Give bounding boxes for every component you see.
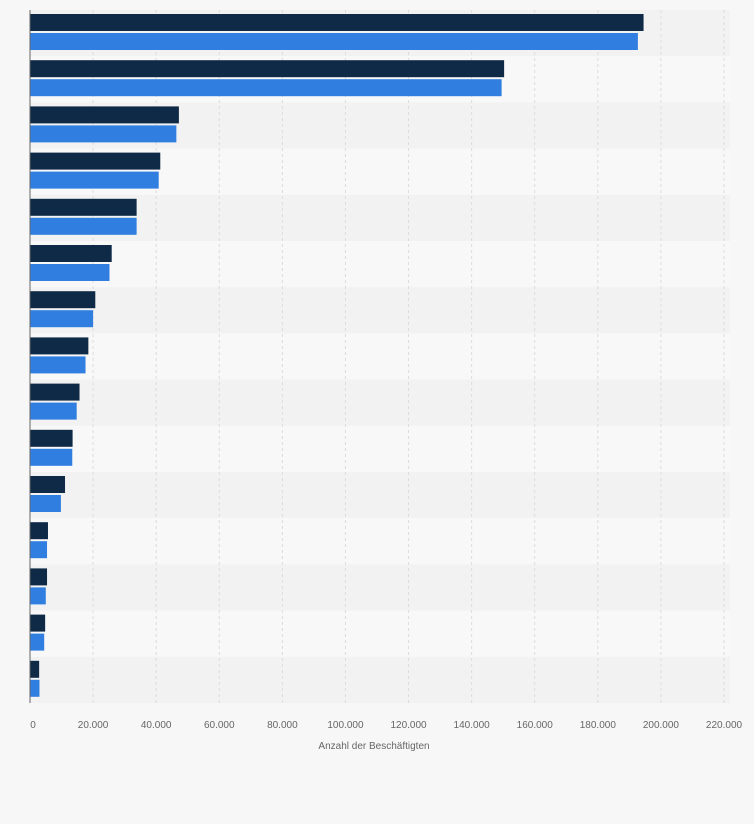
x-tick-label: 0	[30, 720, 36, 731]
bar-series-2[interactable]	[30, 125, 177, 143]
bar-series-1[interactable]	[30, 106, 179, 124]
bar-series-2[interactable]	[30, 679, 40, 697]
row-band	[30, 472, 730, 519]
x-tick-labels: 0 20.000 40.000 60.000 80.000 100.000 120.000 1…	[30, 720, 742, 731]
bar-series-1[interactable]	[30, 383, 80, 401]
row-band	[30, 287, 730, 334]
bar-series-1[interactable]	[30, 245, 112, 262]
bar-series-2[interactable]	[30, 633, 45, 651]
x-tick-label: 80.000	[267, 720, 298, 731]
bar-series-1[interactable]	[30, 614, 46, 632]
x-tick-label: 180.000	[580, 720, 617, 731]
x-tick-label: 60.000	[204, 720, 235, 731]
bar-series-1[interactable]	[30, 337, 89, 355]
row-bands	[30, 10, 730, 703]
bar-series-1[interactable]	[30, 476, 66, 493]
bar-series-2[interactable]	[30, 541, 48, 559]
bar-series-2[interactable]	[30, 171, 159, 189]
x-tick-label: 160.000	[517, 720, 554, 731]
bar-series-1[interactable]	[30, 522, 48, 540]
bar-series-1[interactable]	[30, 60, 505, 78]
bars	[30, 14, 644, 697]
row-band	[30, 610, 730, 657]
bar-series-2[interactable]	[30, 402, 77, 420]
bar-series-2[interactable]	[30, 448, 73, 466]
bar-series-2[interactable]	[30, 495, 61, 512]
x-axis-title: Anzahl der Beschäftigten	[318, 741, 429, 752]
row-band	[30, 425, 730, 472]
x-tick-label: 140.000	[454, 720, 491, 731]
bar-series-1[interactable]	[30, 291, 96, 309]
x-tick-label: 120.000	[390, 720, 427, 731]
bar-series-2[interactable]	[30, 356, 86, 374]
bar-series-2[interactable]	[30, 587, 46, 605]
x-tick-label: 200.000	[643, 720, 680, 731]
row-band	[30, 656, 730, 703]
row-band	[30, 241, 730, 288]
bar-series-2[interactable]	[30, 79, 502, 97]
x-tick-label: 220.000	[706, 720, 743, 731]
x-tick-label: 40.000	[141, 720, 172, 731]
row-band	[30, 194, 730, 241]
bar-series-2[interactable]	[30, 310, 94, 328]
bar-series-1[interactable]	[30, 660, 40, 678]
bar-series-2[interactable]	[30, 33, 638, 50]
row-band	[30, 333, 730, 380]
row-band	[30, 379, 730, 426]
bar-series-1[interactable]	[30, 429, 73, 447]
row-band	[30, 564, 730, 611]
bar-series-1[interactable]	[30, 152, 161, 170]
bar-series-1[interactable]	[30, 14, 644, 31]
x-tick-label: 20.000	[78, 720, 109, 731]
bar-series-2[interactable]	[30, 217, 137, 235]
bar-series-2[interactable]	[30, 264, 110, 281]
bar-series-1[interactable]	[30, 198, 137, 216]
x-tick-label: 100.000	[327, 720, 364, 731]
bar-series-1[interactable]	[30, 568, 48, 586]
row-band	[30, 518, 730, 565]
